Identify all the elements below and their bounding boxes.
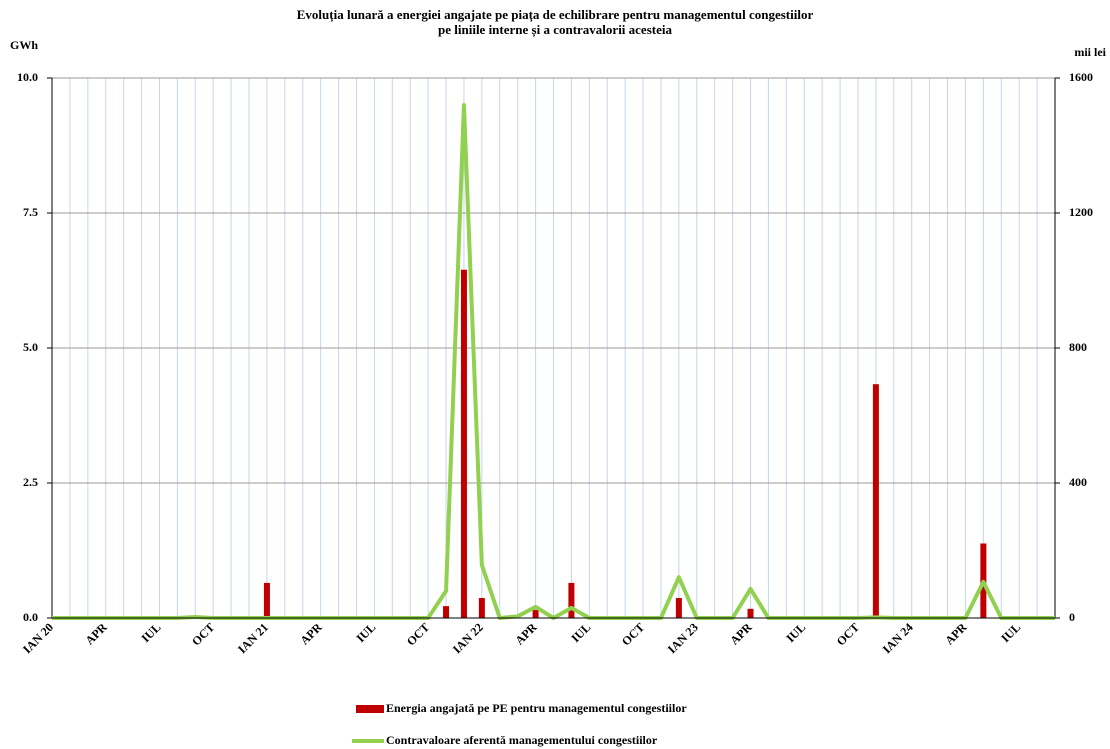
bar [263, 582, 270, 618]
bar [872, 384, 879, 618]
x-tick-label: IAN 23 [665, 620, 701, 656]
x-tick-label: IUL [783, 620, 808, 645]
x-tick-label: APR [942, 620, 970, 648]
y-axis-label: GWh [10, 38, 38, 52]
bar [747, 608, 754, 618]
x-tick-label: IUL [998, 620, 1023, 645]
y-tick-label: 5.0 [23, 340, 38, 354]
x-tick-label: IUL [139, 620, 164, 645]
x-tick-label: IAN 20 [20, 620, 56, 656]
bar [568, 582, 575, 618]
y-tick-label: 2.5 [23, 475, 38, 489]
x-tick-label: APR [82, 620, 110, 648]
x-tick-label: APR [297, 620, 325, 648]
x-tick-label: IAN 24 [880, 620, 916, 656]
x-tick-label: OCT [404, 620, 432, 648]
chart-title: pe liniile interne și a contravalorii ac… [438, 22, 672, 38]
bar [443, 606, 450, 618]
chart-title: Evoluția lunară a energiei angajate pe p… [297, 7, 814, 23]
bar [532, 609, 539, 618]
y2-tick-label: 1600 [1069, 70, 1093, 84]
x-tick-label: OCT [619, 620, 647, 648]
x-tick-label: OCT [189, 620, 217, 648]
y2-tick-label: 400 [1069, 475, 1087, 489]
y-tick-label: 10.0 [17, 70, 38, 84]
x-tick-label: APR [512, 620, 540, 648]
x-tick-label: IUL [568, 620, 593, 645]
y2-axis-label: mii lei [1074, 45, 1106, 59]
y-tick-label: 0.0 [23, 610, 38, 624]
bar [478, 598, 485, 618]
x-tick-label: IUL [353, 620, 378, 645]
bar [460, 269, 467, 618]
y-tick-label: 7.5 [23, 205, 38, 219]
x-tick-label: OCT [834, 620, 862, 648]
legend-swatch [356, 705, 384, 713]
x-tick-label: IAN 22 [450, 620, 486, 656]
legend-label: Contravaloare aferentă managementului co… [386, 733, 658, 747]
y2-tick-label: 1200 [1069, 205, 1093, 219]
y2-tick-label: 800 [1069, 340, 1087, 354]
x-tick-label: APR [727, 620, 755, 648]
y2-tick-label: 0 [1069, 610, 1075, 624]
legend-label: Energia angajată pe PE pentru management… [386, 701, 687, 715]
x-tick-label: IAN 21 [235, 620, 271, 656]
bar [675, 598, 682, 618]
